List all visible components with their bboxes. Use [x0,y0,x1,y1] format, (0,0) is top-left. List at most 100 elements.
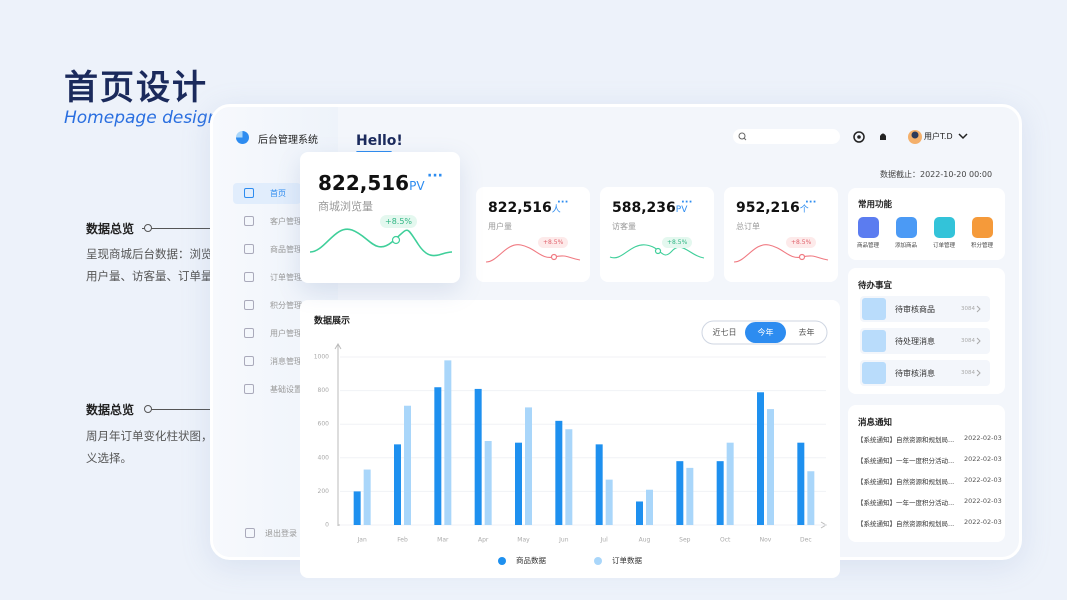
menu-item[interactable]: 基础设置 [270,385,302,394]
x-tick-label: May [517,537,530,544]
stat-unit: 个 [799,205,809,215]
bell-icon[interactable] [880,133,886,141]
menu-icon [244,244,254,254]
annotation-title: 数据总览 [86,403,135,417]
menu-item[interactable]: 商品管理 [270,245,302,254]
sparkline-path [485,244,581,263]
y-tick-label: 400 [318,454,330,461]
notice-date: 2022-02-03 [964,434,1002,442]
stat-label: 商城浏览量 [318,200,373,213]
notice-text[interactable]: 【系统通知】一年一度积分活动... [857,499,955,507]
bar [797,442,805,525]
stat-more[interactable]: ··· [427,168,443,184]
bar [474,388,482,525]
bar [525,407,532,525]
legend-label: 订单数据 [612,555,642,565]
brand: 后台管理系统 [258,135,318,146]
sparkline-dot [654,247,662,255]
todo-count: 3084 [961,338,975,344]
annotation-text: 呈现商城后台数据：浏览量、用户量、访客量、订单量 [86,247,236,283]
stat-label: 总订单 [736,222,760,231]
settings-icon-center [857,135,861,139]
bar [353,491,361,525]
stat-unit: PV [675,205,688,215]
sparkline-path [733,244,829,263]
quick-action-label[interactable]: 积分管理 [970,243,993,249]
x-tick-label: Oct [720,537,731,544]
notice-text[interactable]: 【系统通知】自然资源和规划局... [857,436,955,444]
bar [404,405,411,525]
todo-label: 待审核消息 [895,369,935,378]
logout-icon [245,528,255,538]
notice-text[interactable]: 【系统通知】自然资源和规划局... [857,478,955,486]
sparkline-dot [391,235,401,245]
stat-value-row: 822,516PV [318,171,425,195]
menu-item[interactable]: 客户管理 [270,217,302,226]
tab[interactable]: 近七日 [712,328,737,337]
todo-icon [862,330,886,352]
bar [605,479,613,525]
bar [595,444,603,525]
todo-count: 3084 [961,370,975,376]
greeting: Hello! [356,133,403,149]
quick-action-icon[interactable] [972,217,993,238]
bar [484,441,492,525]
y-tick-label: 600 [318,421,330,428]
notice-text[interactable]: 【系统通知】一年一度积分活动... [857,457,955,465]
bar [767,409,774,525]
menu-icon [244,188,254,198]
search-box[interactable] [733,129,840,144]
stat-value-row: 588,236PV [612,200,687,216]
menu-item[interactable]: 用户管理 [270,329,302,338]
chart-card: 数据展示 0 200 400 600 800 1000 Jan Feb Mar Apr May Jun… [300,300,840,578]
stat-value: 952,216 [736,200,800,216]
bar [555,420,563,525]
legend-swatch [594,557,602,565]
sparkline [609,244,705,259]
logout[interactable]: 退出登录 [265,529,297,538]
x-tick-label: Apr [478,537,489,544]
user-name[interactable]: 用户T.D [924,132,953,141]
tabs: 近七日 今年 去年 [704,322,827,343]
quick-action-label[interactable]: 商品管理 [856,243,879,249]
sparkline [309,228,453,257]
notice-date: 2022-02-03 [964,518,1002,526]
menu-icon [244,356,254,366]
x-tick-label: Dec [800,537,812,544]
settings-icon[interactable] [853,131,865,143]
bar [716,461,724,525]
tab[interactable]: 去年 [798,328,815,337]
bar [726,442,734,525]
tab[interactable]: 今年 [745,322,786,343]
quick-action-icon[interactable] [858,217,879,238]
page-subtitle: Homepage design [64,108,219,128]
menu-item[interactable]: 首页 [270,189,286,198]
bar [676,461,684,525]
menu-item[interactable]: 消息管理 [270,357,302,366]
stat-more[interactable]: ··· [805,197,817,208]
annotation-dot [144,405,152,413]
y-tick-label: 800 [318,387,330,394]
bar [444,360,452,525]
menu-item[interactable]: 积分管理 [270,301,302,310]
menu-icon [244,216,254,226]
chevron [976,369,981,377]
menu-icon [244,328,254,338]
sparkline-dot [550,253,558,261]
notice-date: 2022-02-03 [964,476,1002,484]
x-tick-label: Aug [639,537,651,544]
stat-more[interactable]: ··· [557,197,569,208]
topbar-icons [853,130,922,144]
quick-action-label[interactable]: 订单管理 [932,243,955,249]
notice-text[interactable]: 【系统通知】自然资源和规划局... [857,520,955,528]
stat-more[interactable]: ··· [681,197,693,208]
menu-item[interactable]: 订单管理 [270,273,302,282]
avatar-hair [911,131,919,139]
annotation-line [142,228,232,229]
quick-action-icon[interactable] [934,217,955,238]
quick-action-label[interactable]: 添加商品 [894,243,917,249]
quick-action-icon[interactable] [896,217,917,238]
logo [236,131,249,144]
bar [363,469,371,525]
